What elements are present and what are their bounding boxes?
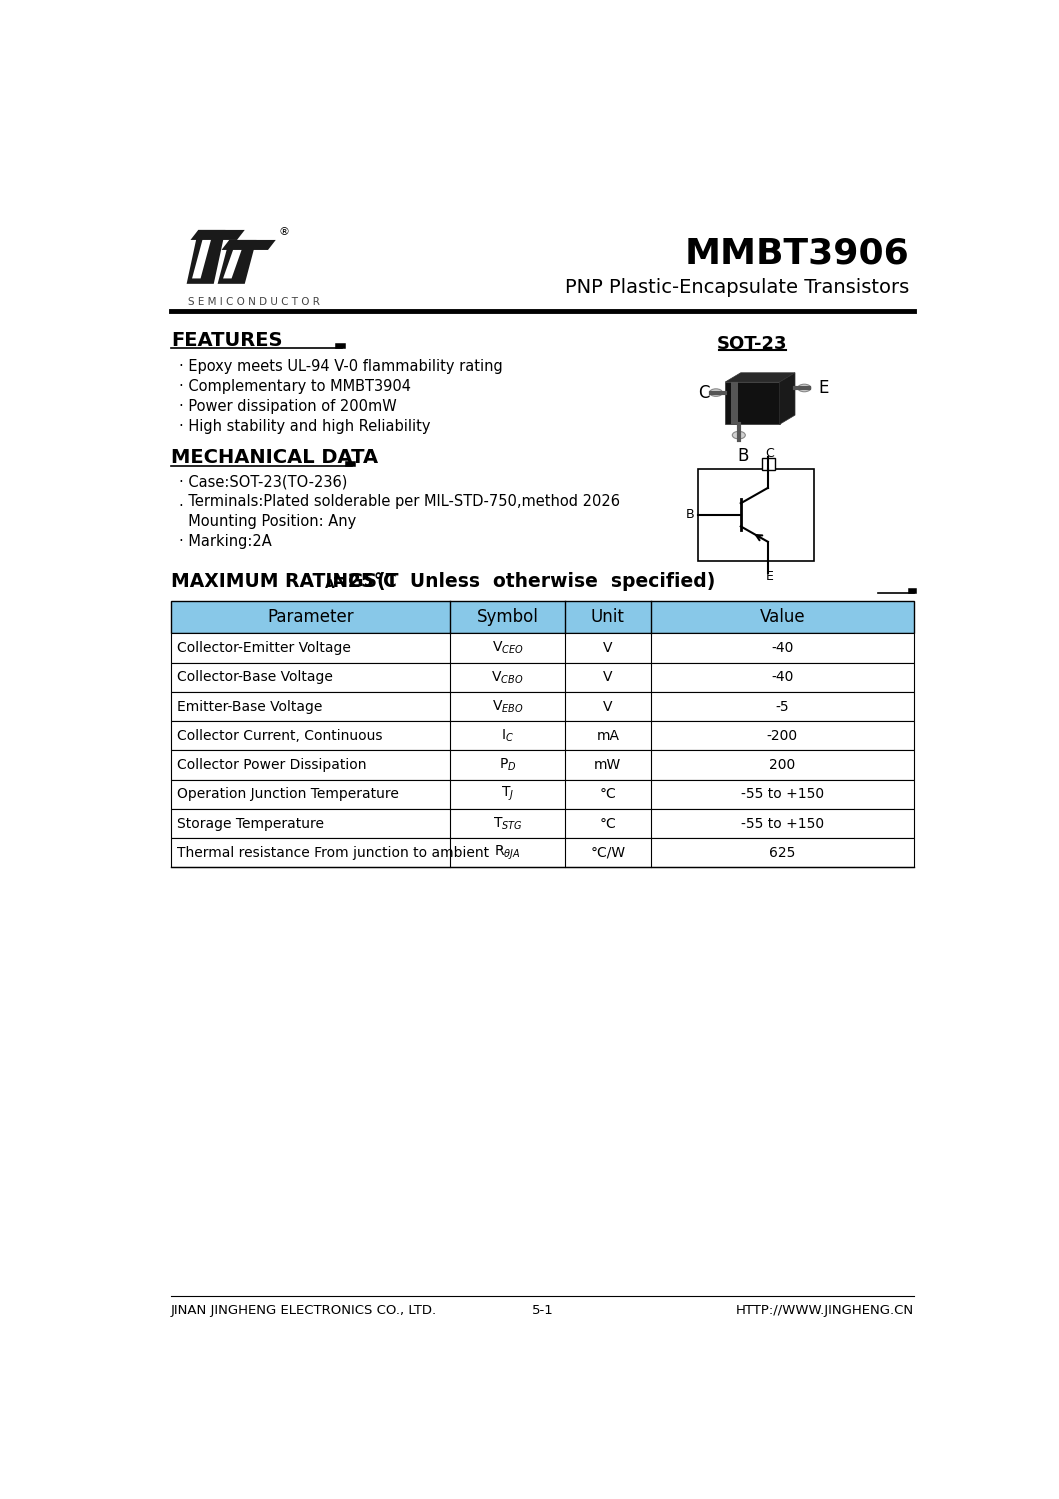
- Text: E: E: [766, 570, 773, 583]
- Text: 625: 625: [769, 845, 795, 860]
- Polygon shape: [732, 382, 738, 424]
- Text: Operation Junction Temperature: Operation Junction Temperature: [177, 787, 399, 802]
- Text: . Terminals:Plated solderable per MIL-STD-750,method 2026: . Terminals:Plated solderable per MIL-ST…: [179, 495, 620, 510]
- Text: -55 to +150: -55 to +150: [741, 817, 824, 830]
- Polygon shape: [725, 382, 779, 424]
- Text: V$_{CEO}$: V$_{CEO}$: [491, 640, 523, 657]
- Ellipse shape: [710, 388, 722, 396]
- Text: JINAN JINGHENG ELECTRONICS CO., LTD.: JINAN JINGHENG ELECTRONICS CO., LTD.: [172, 1304, 437, 1316]
- Text: · Power dissipation of 200mW: · Power dissipation of 200mW: [179, 399, 397, 414]
- Text: mW: mW: [594, 758, 622, 772]
- Text: · Marking:2A: · Marking:2A: [179, 534, 271, 549]
- Text: S E M I C O N D U C T O R: S E M I C O N D U C T O R: [189, 297, 320, 306]
- Text: -40: -40: [771, 670, 793, 685]
- Bar: [172, 838, 914, 868]
- Text: C: C: [766, 447, 774, 460]
- Bar: [762, 457, 775, 471]
- Polygon shape: [779, 373, 795, 424]
- Text: MAXIMUM RATINGS(T: MAXIMUM RATINGS(T: [172, 573, 398, 591]
- Text: A: A: [324, 579, 335, 592]
- Text: Unit: Unit: [591, 609, 625, 627]
- Bar: [172, 601, 914, 634]
- Text: FEATURES: FEATURES: [172, 331, 283, 349]
- Ellipse shape: [797, 384, 811, 391]
- Text: C: C: [698, 384, 710, 402]
- Text: T$_{J}$: T$_{J}$: [501, 785, 514, 803]
- Polygon shape: [192, 235, 212, 279]
- Text: I$_{C}$: I$_{C}$: [501, 727, 514, 744]
- Text: B: B: [737, 448, 749, 466]
- Text: V: V: [603, 670, 612, 685]
- Polygon shape: [221, 240, 275, 250]
- Text: Storage Temperature: Storage Temperature: [177, 817, 324, 830]
- Text: V: V: [603, 700, 612, 714]
- Text: Thermal resistance From junction to ambient: Thermal resistance From junction to ambi…: [177, 845, 489, 860]
- Text: · Epoxy meets UL-94 V-0 flammability rating: · Epoxy meets UL-94 V-0 flammability rat…: [179, 358, 503, 373]
- Text: V: V: [603, 642, 612, 655]
- Text: Emitter-Base Voltage: Emitter-Base Voltage: [177, 700, 323, 714]
- Text: HTTP://WWW.JINGHENG.CN: HTTP://WWW.JINGHENG.CN: [736, 1304, 914, 1316]
- Text: MECHANICAL DATA: MECHANICAL DATA: [172, 448, 378, 466]
- Text: Collector Current, Continuous: Collector Current, Continuous: [177, 729, 382, 744]
- Bar: [172, 809, 914, 838]
- Text: 200: 200: [769, 758, 795, 772]
- Bar: [172, 751, 914, 779]
- Text: V$_{EBO}$: V$_{EBO}$: [491, 699, 523, 715]
- Text: Parameter: Parameter: [267, 609, 354, 627]
- Text: =25°C  Unless  otherwise  specified): =25°C Unless otherwise specified): [333, 573, 716, 591]
- Bar: [172, 779, 914, 809]
- Text: MMBT3906: MMBT3906: [684, 235, 909, 270]
- Text: SOT-23: SOT-23: [717, 334, 788, 352]
- Text: Collector-Emitter Voltage: Collector-Emitter Voltage: [177, 642, 352, 655]
- Polygon shape: [186, 229, 226, 283]
- Text: Mounting Position: Any: Mounting Position: Any: [179, 514, 356, 529]
- Bar: [698, 469, 814, 561]
- Text: -55 to +150: -55 to +150: [741, 787, 824, 802]
- Text: · Complementary to MMBT3904: · Complementary to MMBT3904: [179, 379, 411, 394]
- Text: · Case:SOT-23(TO-236): · Case:SOT-23(TO-236): [179, 474, 347, 489]
- Text: PNP Plastic-Encapsulate Transistors: PNP Plastic-Encapsulate Transistors: [564, 279, 909, 297]
- Polygon shape: [218, 240, 256, 283]
- Bar: [172, 721, 914, 751]
- Text: °C: °C: [599, 787, 616, 802]
- Polygon shape: [191, 229, 245, 240]
- Text: P$_{D}$: P$_{D}$: [499, 757, 516, 773]
- Text: °C: °C: [599, 817, 616, 830]
- Polygon shape: [725, 373, 795, 382]
- Bar: [172, 663, 914, 693]
- Text: R$_{θJA}$: R$_{θJA}$: [495, 844, 521, 862]
- Text: E: E: [819, 379, 828, 397]
- Ellipse shape: [733, 432, 746, 439]
- Bar: [172, 634, 914, 663]
- Bar: [172, 693, 914, 721]
- Text: T$_{STG}$: T$_{STG}$: [492, 815, 522, 832]
- Text: -40: -40: [771, 642, 793, 655]
- Text: Value: Value: [759, 609, 805, 627]
- Text: Collector-Base Voltage: Collector-Base Voltage: [177, 670, 334, 685]
- Text: 5-1: 5-1: [532, 1304, 553, 1316]
- Text: -200: -200: [767, 729, 798, 744]
- Text: mA: mA: [596, 729, 620, 744]
- Text: °C/W: °C/W: [590, 845, 625, 860]
- Text: · High stability and high Reliability: · High stability and high Reliability: [179, 418, 430, 433]
- Text: -5: -5: [775, 700, 789, 714]
- Text: V$_{CBO}$: V$_{CBO}$: [491, 669, 523, 685]
- Text: Symbol: Symbol: [477, 609, 538, 627]
- Polygon shape: [223, 246, 244, 279]
- Text: B: B: [685, 508, 695, 522]
- Text: ®: ®: [279, 228, 289, 237]
- Text: Collector Power Dissipation: Collector Power Dissipation: [177, 758, 366, 772]
